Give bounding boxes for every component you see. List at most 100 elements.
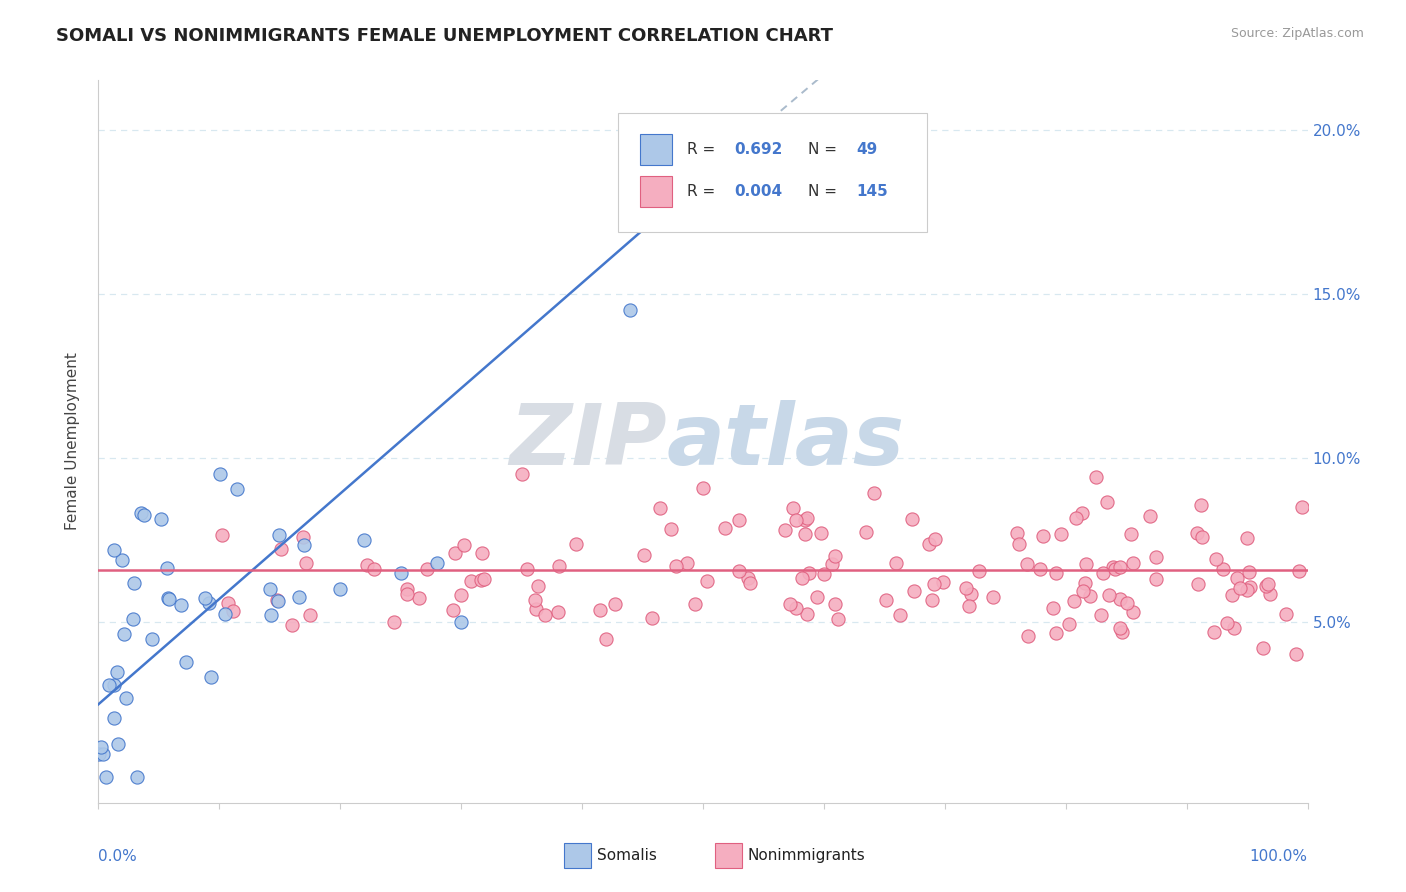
Point: [353, 533, 375, 547]
Point: [1078, 589, 1101, 603]
Point: [94, 770, 117, 784]
Point: [775, 523, 797, 537]
Point: [103, 678, 125, 692]
Point: [821, 558, 844, 572]
Point: [329, 582, 352, 597]
Point: [794, 513, 817, 527]
Point: [1104, 562, 1126, 576]
Point: [595, 632, 617, 646]
Point: [524, 601, 547, 615]
Point: [1202, 624, 1225, 639]
Point: [1045, 566, 1067, 580]
Point: [426, 556, 449, 570]
Point: [363, 561, 385, 575]
Point: [1045, 626, 1067, 640]
Point: [114, 691, 136, 706]
Point: [280, 618, 302, 632]
Text: 145: 145: [856, 184, 889, 199]
Point: [619, 303, 641, 318]
Point: [157, 592, 180, 607]
Point: [792, 571, 814, 585]
Point: [1236, 531, 1258, 545]
Text: 0.0%: 0.0%: [98, 849, 138, 863]
Point: [633, 548, 655, 562]
Text: N =: N =: [808, 142, 842, 157]
Point: [588, 603, 610, 617]
Point: [266, 592, 288, 607]
Point: [692, 481, 714, 495]
Y-axis label: Female Unemployment: Female Unemployment: [65, 352, 80, 531]
Point: [1258, 587, 1281, 601]
Point: [1017, 629, 1039, 643]
Point: [1008, 537, 1031, 551]
Point: [90, 739, 112, 754]
Point: [174, 656, 197, 670]
Point: [122, 612, 145, 626]
Point: [103, 711, 125, 725]
Text: 0.692: 0.692: [734, 142, 783, 157]
FancyBboxPatch shape: [640, 135, 672, 165]
Point: [1071, 506, 1094, 520]
Point: [824, 597, 846, 611]
Point: [924, 532, 946, 546]
Point: [665, 558, 688, 573]
Point: [1236, 583, 1258, 598]
Text: N =: N =: [808, 184, 842, 199]
Point: [1288, 564, 1310, 578]
Point: [1111, 624, 1133, 639]
Text: R =: R =: [688, 142, 720, 157]
Point: [269, 528, 291, 542]
Point: [548, 558, 571, 573]
Point: [270, 541, 292, 556]
Point: [793, 527, 815, 541]
Text: R =: R =: [688, 184, 720, 199]
Point: [91, 747, 114, 761]
Point: [683, 597, 706, 611]
Point: [395, 586, 418, 600]
Point: [960, 587, 983, 601]
Point: [918, 537, 941, 551]
Point: [855, 524, 877, 539]
Point: [1189, 498, 1212, 512]
Point: [1216, 615, 1239, 630]
Point: [1063, 594, 1085, 608]
Point: [1257, 577, 1279, 591]
Point: [1291, 500, 1313, 515]
Point: [1090, 608, 1112, 623]
Point: [1028, 562, 1050, 576]
Point: [214, 607, 236, 621]
Point: [1084, 470, 1107, 484]
Point: [129, 506, 152, 520]
Point: [1057, 617, 1080, 632]
Point: [1212, 562, 1234, 576]
Point: [1223, 621, 1246, 635]
Point: [785, 601, 807, 615]
Point: [603, 597, 626, 611]
Point: [298, 607, 321, 622]
Point: [648, 500, 671, 515]
Point: [1042, 600, 1064, 615]
Point: [1007, 525, 1029, 540]
Text: Nonimmigrants: Nonimmigrants: [748, 847, 866, 863]
Point: [453, 538, 475, 552]
Point: [134, 508, 156, 522]
FancyBboxPatch shape: [716, 843, 742, 868]
Point: [125, 770, 148, 784]
Point: [957, 599, 980, 613]
Text: ZIP: ZIP: [509, 400, 666, 483]
FancyBboxPatch shape: [640, 177, 672, 207]
Point: [806, 590, 828, 604]
Point: [1226, 571, 1249, 585]
Point: [267, 594, 290, 608]
Point: [813, 567, 835, 582]
Point: [900, 512, 922, 526]
Point: [1101, 560, 1123, 574]
Point: [796, 510, 818, 524]
Point: [738, 575, 761, 590]
Point: [696, 574, 718, 589]
Point: [356, 558, 378, 573]
Point: [105, 665, 128, 680]
Point: [1097, 495, 1119, 509]
Point: [1237, 565, 1260, 579]
FancyBboxPatch shape: [619, 112, 927, 232]
